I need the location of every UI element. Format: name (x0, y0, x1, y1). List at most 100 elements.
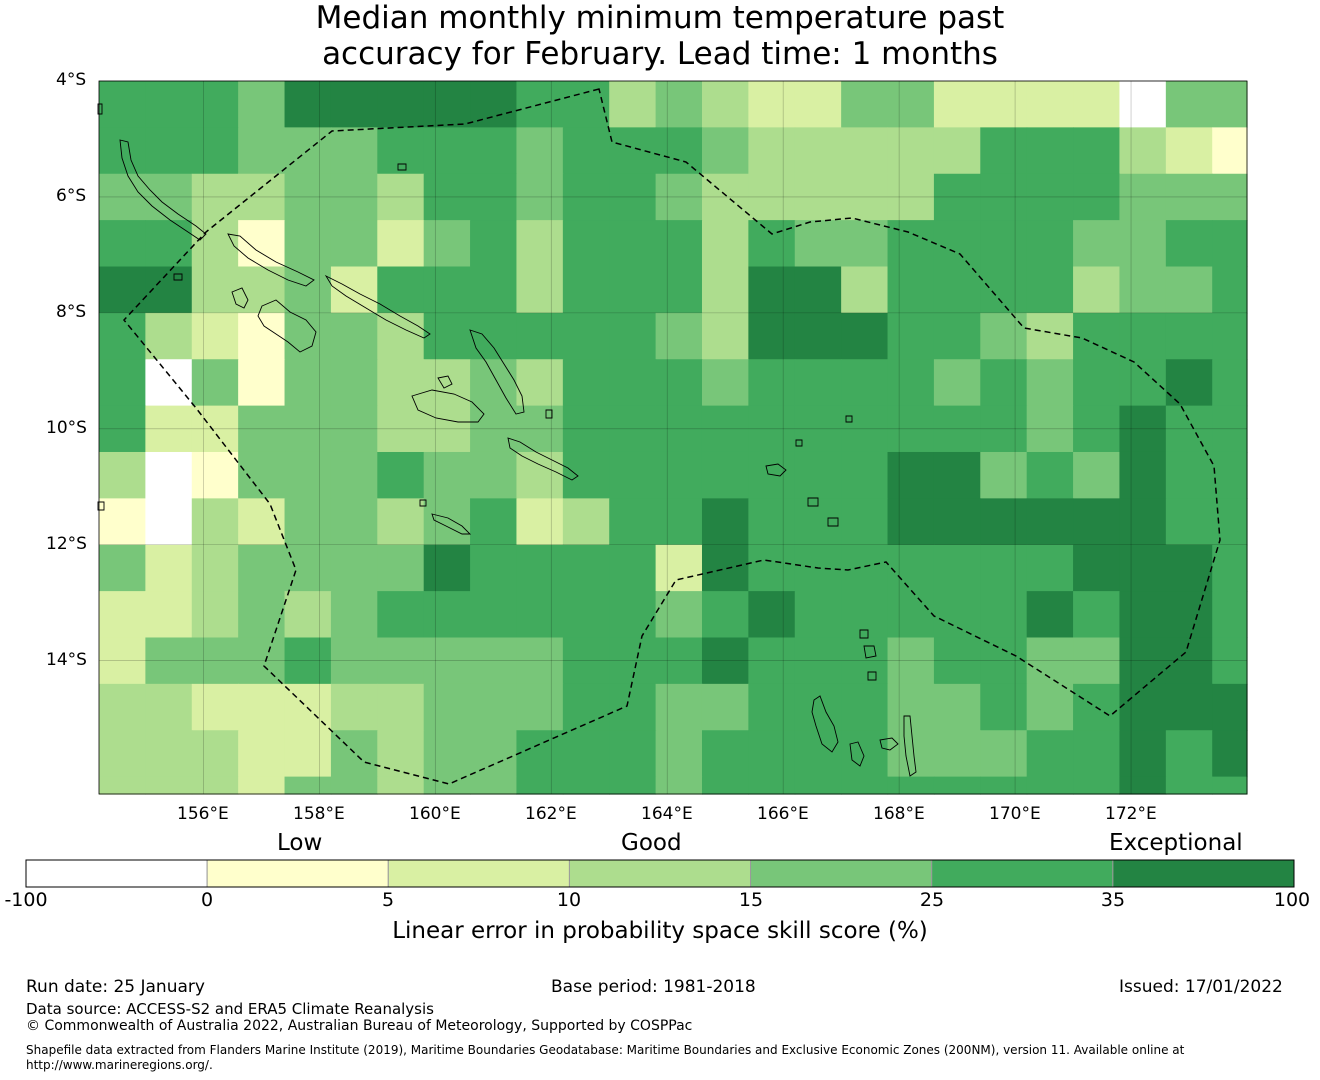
skill-cell (655, 405, 703, 453)
skill-cell (1026, 451, 1074, 499)
skill-cell (470, 127, 518, 175)
skill-cell (1212, 173, 1248, 221)
lat-label: 8°S (56, 302, 87, 322)
skill-cell (1026, 266, 1074, 314)
skill-cell (609, 266, 657, 314)
skill-cell (145, 637, 193, 685)
colorbar-tick: 15 (738, 889, 764, 911)
skill-cell (933, 405, 981, 453)
skill-cell (933, 498, 981, 546)
nissan-island (173, 273, 183, 281)
lat-label: 10°S (46, 418, 87, 438)
skill-cell (1073, 451, 1121, 499)
skill-cell (191, 220, 239, 268)
skill-cell (701, 127, 749, 175)
skill-cell (145, 730, 193, 778)
skill-cell (701, 591, 749, 639)
lon-label: 166°E (757, 804, 809, 824)
skill-cell (470, 637, 518, 685)
skill-cell (470, 730, 518, 778)
skill-cell (145, 591, 193, 639)
skill-cell (701, 451, 749, 499)
skill-cell (701, 683, 749, 731)
skill-cell (330, 544, 378, 592)
skill-cell (609, 730, 657, 778)
skill-cell (1026, 683, 1074, 731)
skill-cell (609, 451, 657, 499)
skill-cell (933, 591, 981, 639)
skill-cell (1119, 266, 1167, 314)
skill-cell (748, 312, 796, 360)
skill-cell (887, 637, 935, 685)
skill-cell (841, 498, 889, 546)
lon-label: 168°E (873, 804, 925, 824)
skill-cell (377, 359, 425, 407)
skill-cell (1119, 451, 1167, 499)
skill-cell (655, 637, 703, 685)
lon-label: 164°E (641, 804, 693, 824)
skill-cell (794, 637, 842, 685)
skill-cell (1119, 544, 1167, 592)
skill-cell (562, 312, 610, 360)
skill-cell (423, 405, 471, 453)
skill-cell (841, 544, 889, 592)
colorbar-tick: 100 (1273, 889, 1311, 911)
skill-cell (470, 544, 518, 592)
skill-cell (191, 498, 239, 546)
colorbar-segment (1112, 859, 1295, 888)
skill-cell (99, 266, 146, 314)
skill-cell (980, 776, 1028, 795)
skill-cell (1212, 405, 1248, 453)
skill-cell (423, 498, 471, 546)
skill-cell (1026, 173, 1074, 221)
skill-cell (887, 544, 935, 592)
skill-cell (1212, 544, 1248, 592)
skill-cell (330, 591, 378, 639)
skill-cell (423, 544, 471, 592)
skill-cell (1026, 498, 1074, 546)
skill-cell (701, 730, 749, 778)
skill-cell (516, 312, 564, 360)
skill-cell (562, 451, 610, 499)
skill-cell (330, 776, 378, 795)
skill-cell (284, 591, 332, 639)
lon-label: 170°E (989, 804, 1041, 824)
skill-cell (1165, 359, 1213, 407)
skill-cell (841, 451, 889, 499)
skill-cell (980, 127, 1028, 175)
skill-cell (794, 312, 842, 360)
skill-cell (330, 637, 378, 685)
skill-cell (1026, 776, 1074, 795)
skill-cell (887, 312, 935, 360)
skill-cell (701, 312, 749, 360)
skill-cell (516, 173, 564, 221)
skill-cell (191, 81, 239, 128)
skill-cell (655, 683, 703, 731)
skill-cell (701, 405, 749, 453)
skill-cell (238, 683, 286, 731)
skill-cell (980, 544, 1028, 592)
skill-cell (284, 776, 332, 795)
skill-cell (377, 173, 425, 221)
skill-cell (1165, 81, 1213, 128)
skill-cell (1026, 359, 1074, 407)
skill-cell (933, 683, 981, 731)
skill-cell (1073, 544, 1121, 592)
lon-label: 172°E (1105, 804, 1157, 824)
skill-cell (562, 266, 610, 314)
skill-cell (841, 637, 889, 685)
skill-cell (655, 81, 703, 128)
skill-cell (423, 127, 471, 175)
skill-cell (562, 173, 610, 221)
skill-cell (1073, 220, 1121, 268)
skill-cell (1073, 359, 1121, 407)
santa-isabel-island (324, 274, 431, 339)
skill-cell (330, 220, 378, 268)
data-source: Data source: ACCESS-S2 and ERA5 Climate … (26, 1000, 434, 1018)
skill-cell (1026, 405, 1074, 453)
skill-grid (99, 81, 1248, 795)
skill-cell (1212, 637, 1248, 685)
skill-cell (748, 451, 796, 499)
skill-cell (1212, 498, 1248, 546)
